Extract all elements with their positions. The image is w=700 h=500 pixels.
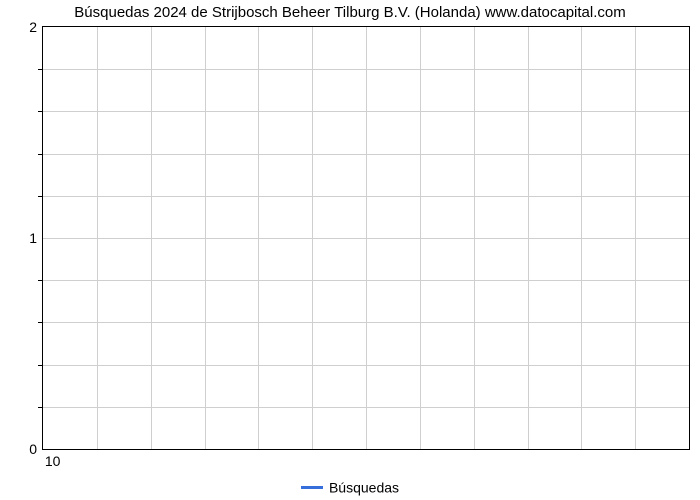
- x-axis-tick-label: 10: [45, 449, 61, 469]
- y-axis-minor-tick: [38, 154, 43, 155]
- chart-title: Búsquedas 2024 de Strijbosch Beheer Tilb…: [0, 4, 700, 21]
- legend-label: Búsquedas: [329, 479, 399, 495]
- y-axis-tick-label: 0: [29, 441, 43, 457]
- legend: Búsquedas: [0, 478, 700, 495]
- chart-container: Búsquedas 2024 de Strijbosch Beheer Tilb…: [0, 0, 700, 500]
- y-axis-minor-tick: [38, 280, 43, 281]
- y-axis-minor-tick: [38, 111, 43, 112]
- gridline-horizontal: [43, 238, 689, 239]
- y-axis-minor-tick: [38, 407, 43, 408]
- y-axis-tick-label: 2: [29, 19, 43, 35]
- y-axis-minor-tick: [38, 322, 43, 323]
- gridline-horizontal: [43, 280, 689, 281]
- gridline-horizontal: [43, 322, 689, 323]
- y-axis-tick-label: 1: [29, 230, 43, 246]
- y-axis-minor-tick: [38, 365, 43, 366]
- y-axis-minor-tick: [38, 69, 43, 70]
- gridline-horizontal: [43, 111, 689, 112]
- gridline-horizontal: [43, 196, 689, 197]
- legend-swatch: [301, 486, 323, 489]
- y-axis-minor-tick: [38, 196, 43, 197]
- gridline-horizontal: [43, 407, 689, 408]
- plot-area: 01210: [42, 26, 690, 450]
- gridline-horizontal: [43, 154, 689, 155]
- gridline-horizontal: [43, 365, 689, 366]
- gridline-horizontal: [43, 69, 689, 70]
